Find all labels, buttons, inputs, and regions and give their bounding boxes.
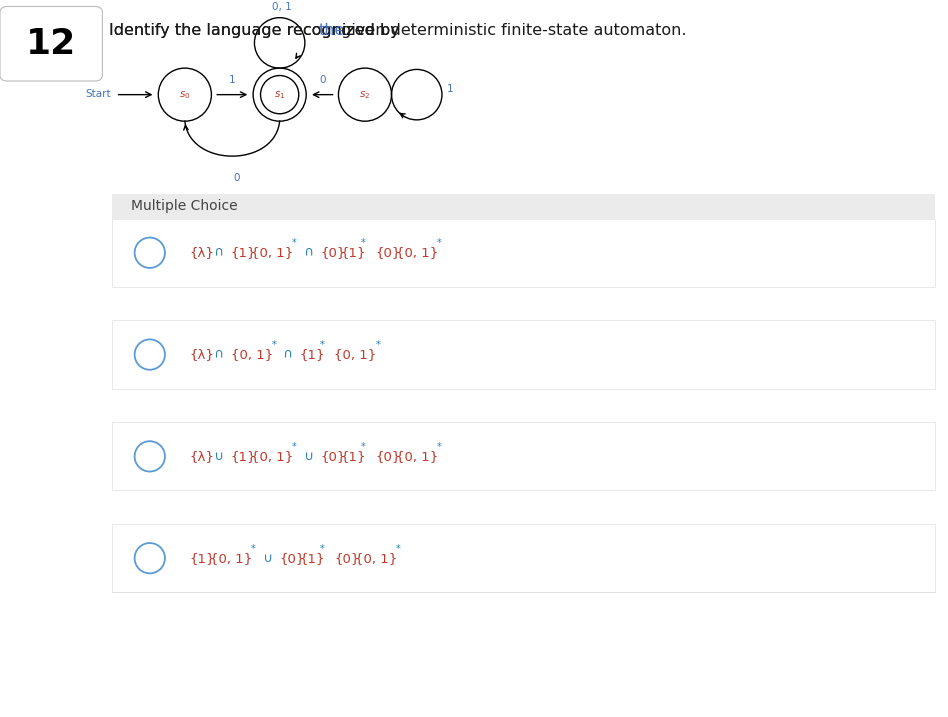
Text: {1}: {1} (340, 246, 366, 260)
Text: {λ}: {λ} (190, 348, 214, 361)
Text: Start: Start (85, 89, 111, 99)
Text: {0}: {0} (320, 450, 345, 463)
Text: ∪: ∪ (259, 551, 277, 565)
FancyBboxPatch shape (112, 219, 935, 287)
Text: {0}: {0} (279, 551, 304, 565)
Text: ∩: ∩ (210, 348, 228, 361)
Text: {0}: {0} (375, 246, 401, 260)
Text: $s_0$: $s_0$ (179, 89, 191, 100)
Text: {0, 1}: {0, 1} (251, 450, 293, 463)
FancyBboxPatch shape (112, 194, 935, 219)
Text: *: * (292, 442, 297, 452)
Text: {λ}: {λ} (190, 246, 214, 260)
Text: ∪: ∪ (210, 450, 228, 463)
Text: ∪: ∪ (300, 450, 318, 463)
Text: *: * (271, 341, 276, 350)
Text: given deterministic finite-state automaton.: given deterministic finite-state automat… (337, 24, 687, 38)
Text: ∩: ∩ (279, 348, 298, 361)
Text: *: * (292, 239, 297, 248)
Text: 0, 1: 0, 1 (272, 2, 291, 12)
FancyBboxPatch shape (112, 422, 935, 490)
Text: ∩: ∩ (210, 246, 228, 260)
Text: {0, 1}: {0, 1} (396, 450, 438, 463)
Text: {0, 1}: {0, 1} (396, 246, 438, 260)
Text: 1: 1 (447, 84, 453, 94)
Text: {0, 1}: {0, 1} (230, 348, 273, 361)
Text: *: * (361, 239, 366, 248)
Text: {1}: {1} (230, 246, 256, 260)
Text: {λ}: {λ} (190, 450, 214, 463)
Text: $s_1$: $s_1$ (274, 89, 285, 100)
FancyBboxPatch shape (112, 320, 935, 389)
Text: {0}: {0} (335, 551, 360, 565)
Text: *: * (437, 442, 442, 452)
Text: {1}: {1} (340, 450, 366, 463)
Text: {1}: {1} (230, 450, 256, 463)
Text: Multiple Choice: Multiple Choice (131, 199, 237, 214)
FancyBboxPatch shape (112, 524, 935, 592)
Text: {0}: {0} (320, 246, 345, 260)
Text: the: the (319, 24, 345, 38)
Text: *: * (320, 544, 325, 554)
Text: 0: 0 (319, 75, 325, 85)
Text: *: * (375, 341, 380, 350)
Text: Identify the language recognized by: Identify the language recognized by (109, 24, 405, 38)
Text: 1: 1 (229, 75, 235, 85)
Text: {1}: {1} (300, 348, 325, 361)
Text: ∩: ∩ (300, 246, 318, 260)
FancyBboxPatch shape (0, 6, 102, 81)
Text: {1}: {1} (190, 551, 215, 565)
Text: {0, 1}: {0, 1} (251, 246, 293, 260)
Text: {0, 1}: {0, 1} (335, 348, 376, 361)
Text: $s_2$: $s_2$ (359, 89, 371, 100)
Text: 12: 12 (26, 27, 77, 61)
Text: *: * (361, 442, 366, 452)
Text: {0, 1}: {0, 1} (210, 551, 252, 565)
Text: {1}: {1} (300, 551, 325, 565)
Text: *: * (396, 544, 401, 554)
Text: {0}: {0} (375, 450, 401, 463)
Text: *: * (437, 239, 442, 248)
Text: *: * (251, 544, 256, 554)
Text: Identify the language recognized by: Identify the language recognized by (109, 24, 405, 38)
Text: {0, 1}: {0, 1} (355, 551, 397, 565)
Text: 0: 0 (234, 173, 240, 183)
Text: *: * (320, 341, 325, 350)
